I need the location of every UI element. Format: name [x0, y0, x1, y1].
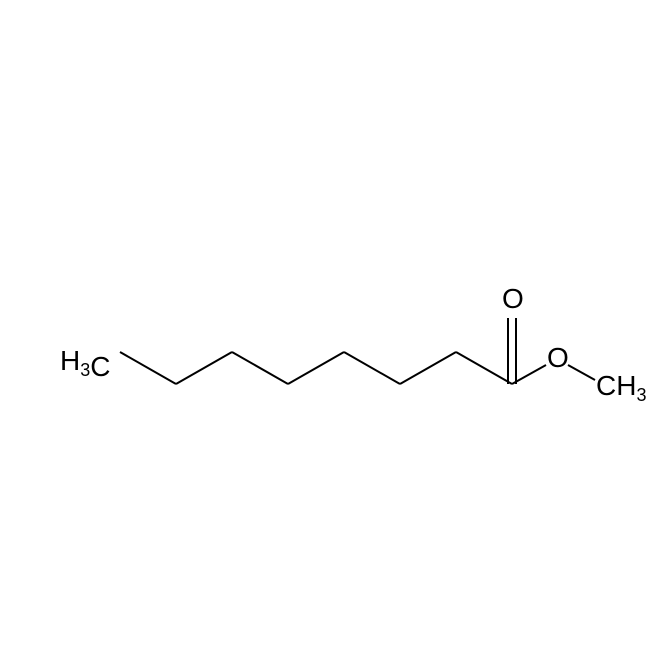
single-bond: [232, 352, 288, 384]
single-bond: [176, 352, 232, 384]
single-bond: [512, 365, 546, 384]
single-bond: [344, 352, 400, 384]
labels-group: H3C OO CH3: [60, 283, 646, 405]
atom-label-carbonyl_O: O: [502, 283, 524, 314]
single-bond: [568, 365, 595, 380]
bonds-group: [120, 318, 595, 384]
single-bond: [120, 352, 176, 384]
molecule-canvas: H3C OO CH3: [0, 0, 650, 650]
single-bond: [456, 352, 512, 384]
atom-label-right_ch3: CH3: [596, 370, 646, 405]
atom-label-ester_O: O: [547, 342, 569, 373]
single-bond: [288, 352, 344, 384]
single-bond: [400, 352, 456, 384]
atom-label-left_h3c: H3C: [60, 345, 110, 382]
